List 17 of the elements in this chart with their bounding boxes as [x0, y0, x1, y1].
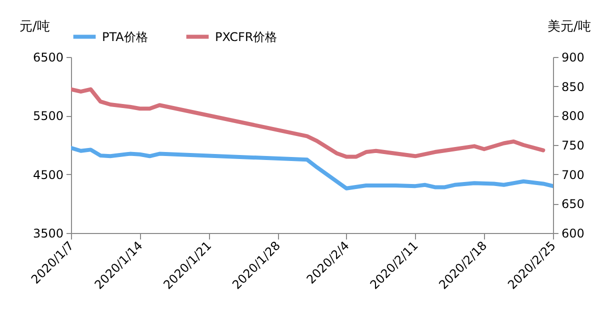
y2-tick-label: 700	[562, 168, 584, 182]
y2-tick-label: 750	[562, 138, 584, 152]
line-series	[71, 87, 546, 159]
legend-label: PXCFR价格	[215, 30, 278, 44]
y2-tick-label: 850	[562, 80, 584, 94]
y-tick-label: 3500	[32, 226, 64, 240]
line-series	[71, 146, 553, 190]
y-tick-label: 4500	[32, 168, 64, 182]
y2-tick-label: 900	[562, 50, 584, 64]
y-axis-title: 元/吨	[20, 20, 50, 34]
y2-tick-label: 650	[562, 197, 584, 212]
y2-tick-label: 800	[562, 109, 584, 124]
y2-tick-label: 600	[562, 226, 584, 240]
legend-label: PTA价格	[102, 30, 148, 44]
y2-axis-title: 美元/吨	[548, 18, 591, 34]
y-tick-label: 5500	[32, 109, 64, 124]
y-tick-label: 6500	[32, 50, 64, 64]
